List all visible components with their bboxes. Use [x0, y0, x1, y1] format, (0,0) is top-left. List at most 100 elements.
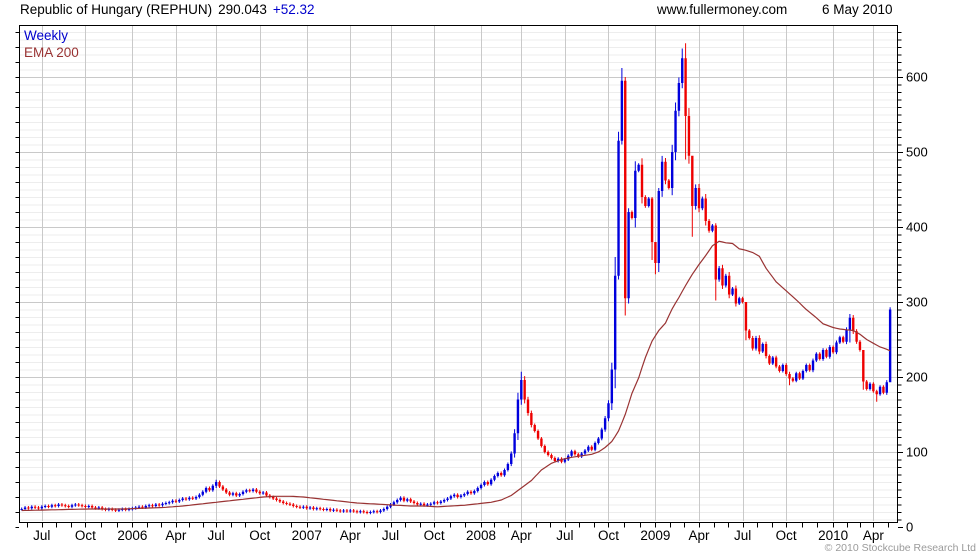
- candle-up: [463, 494, 466, 496]
- candle-up: [70, 505, 74, 507]
- candle-down: [546, 452, 550, 455]
- candle-down: [285, 503, 288, 504]
- candle-up: [396, 500, 399, 503]
- candle-up: [885, 382, 888, 393]
- candle-up: [563, 459, 567, 462]
- candle-up: [20, 509, 23, 510]
- candle-down: [778, 366, 781, 371]
- candle-up: [332, 509, 335, 511]
- candle-up: [838, 337, 842, 343]
- candle-up: [506, 464, 510, 470]
- candle-up: [513, 433, 516, 454]
- y-axis-label: 400: [906, 220, 928, 235]
- candle-up: [245, 490, 248, 492]
- candle-up: [211, 485, 215, 491]
- candle-up: [771, 357, 774, 364]
- candle-down: [536, 431, 540, 439]
- candle-up: [30, 506, 33, 509]
- x-axis-label: Oct: [249, 528, 270, 543]
- candle-up: [238, 494, 241, 496]
- candle-down: [560, 458, 563, 462]
- candle-up: [724, 275, 728, 286]
- candle-up: [392, 502, 396, 505]
- candle-down: [328, 509, 332, 511]
- candle-down: [784, 365, 788, 374]
- candle-down: [530, 413, 533, 425]
- candle-down: [573, 451, 577, 455]
- candle-down: [852, 317, 855, 332]
- candle-down: [788, 374, 791, 379]
- candle-down: [292, 504, 295, 506]
- candle-down: [687, 116, 691, 156]
- candle-up: [503, 470, 506, 476]
- candle-up: [382, 509, 386, 511]
- x-axis-label: Apr: [688, 528, 710, 543]
- candle-up: [634, 170, 637, 218]
- candle-up: [171, 500, 174, 503]
- candle-down: [218, 482, 221, 487]
- candle-down: [375, 511, 379, 513]
- candle-up: [520, 380, 523, 400]
- candle-down: [362, 511, 365, 513]
- candle-up: [251, 489, 255, 491]
- candle-up: [161, 503, 164, 506]
- candle-down: [590, 446, 593, 450]
- candle-down: [100, 507, 104, 509]
- candle-up: [476, 488, 479, 491]
- candle-up: [389, 504, 392, 507]
- candle-down: [768, 356, 771, 364]
- candle-up: [214, 482, 218, 486]
- candle-down: [533, 425, 536, 431]
- candle-up: [204, 488, 208, 492]
- x-axis-label: Apr: [511, 528, 533, 543]
- candle-up: [349, 510, 352, 512]
- candle-down: [640, 164, 644, 197]
- candle-down: [80, 505, 84, 507]
- candle-down: [684, 58, 687, 116]
- candle-up: [40, 506, 44, 509]
- chart-title: Republic of Hungary (REPHUN) 290.043 +52.3…: [20, 2, 315, 17]
- candle-down: [124, 509, 127, 510]
- candle-up: [181, 498, 184, 500]
- x-axis-label: 2007: [292, 528, 322, 543]
- candle-down: [543, 446, 546, 452]
- candle-down: [141, 506, 144, 508]
- grid-quarters: [42, 26, 874, 521]
- candle-down: [764, 344, 768, 356]
- candle-down: [295, 506, 298, 507]
- candle-up: [144, 506, 147, 508]
- candle-up: [731, 288, 734, 295]
- candle-down: [54, 505, 57, 507]
- candle-up: [617, 140, 620, 276]
- x-axis: Jul Oct 2006 Apr Jul Oct 2007 Apr Jul Oct 2008 Apr J…: [27, 523, 889, 543]
- candle-up: [231, 493, 235, 495]
- candle-up: [201, 491, 204, 495]
- candle-up: [147, 505, 151, 507]
- candle-down: [402, 497, 406, 501]
- candle-down: [577, 454, 580, 457]
- candle-down: [90, 506, 94, 508]
- candle-up: [795, 373, 798, 381]
- candle-up: [154, 504, 158, 506]
- candle-up: [97, 507, 101, 509]
- candle-up: [194, 497, 198, 499]
- candle-up: [627, 212, 630, 299]
- legend-weekly-series: Weekly: [24, 28, 69, 43]
- candle-up: [657, 191, 660, 263]
- candle-up: [406, 499, 409, 501]
- ema-line: [21, 240, 891, 512]
- candle-down: [791, 378, 795, 381]
- candle-up: [117, 509, 121, 511]
- candle-up: [446, 498, 449, 500]
- candle-down: [691, 155, 694, 206]
- candle-up: [479, 485, 483, 488]
- candle-down: [33, 506, 37, 508]
- candle-up: [603, 418, 607, 430]
- candle-down: [355, 511, 359, 513]
- y-axis-label: 200: [906, 370, 928, 385]
- candle-down: [882, 386, 885, 393]
- price-change: +52.32: [272, 2, 315, 17]
- candle-up: [379, 510, 382, 512]
- x-axis-label: Oct: [598, 528, 619, 543]
- candle-down: [855, 331, 858, 342]
